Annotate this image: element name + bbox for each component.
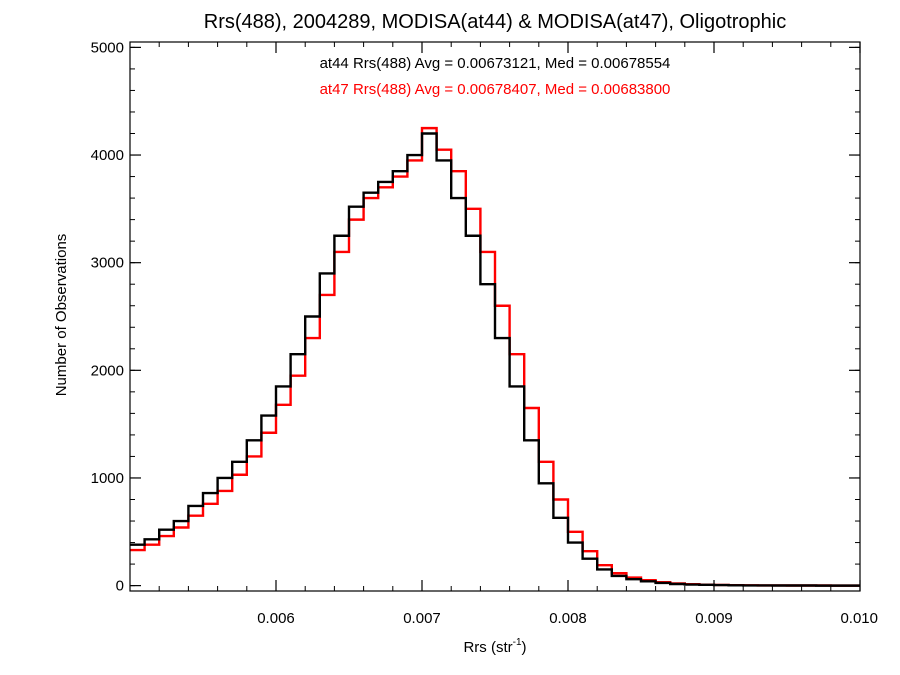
y-tick-label: 2000 (91, 362, 124, 379)
y-tick-label: 1000 (91, 470, 124, 487)
y-tick-label: 4000 (91, 147, 124, 164)
x-tick-label: 0.006 (257, 610, 295, 627)
x-axis-label-main: Rrs (str (463, 639, 512, 656)
x-axis-label-tail: ) (522, 639, 527, 656)
x-axis-label-sup: -1 (513, 637, 522, 648)
series-line-at44 (130, 132, 860, 587)
x-tick-label: 0.009 (695, 610, 733, 627)
chart-title: Rrs(488), 2004289, MODISA(at44) & MODISA… (204, 11, 786, 33)
y-tick-label: 5000 (91, 39, 124, 56)
legend-entry-at47: at47 Rrs(488) Avg = 0.00678407, Med = 0.… (320, 81, 671, 98)
x-axis-label: Rrs (str-1) (463, 637, 526, 656)
x-tick-label: 0.010 (840, 610, 878, 627)
y-axis-label: Number of Observations (53, 234, 70, 397)
x-tick-label: 0.007 (403, 610, 441, 627)
y-tick-label: 0 (116, 578, 124, 595)
y-tick-label: 3000 (91, 255, 124, 272)
x-tick-label: 0.008 (549, 610, 587, 627)
legend-entry-at44: at44 Rrs(488) Avg = 0.00673121, Med = 0.… (320, 55, 671, 72)
plot-frame (129, 41, 861, 592)
axes: 0.006 0.007 0.008 0.009 0.010 0 1000 2000 3000 40… (91, 39, 878, 627)
